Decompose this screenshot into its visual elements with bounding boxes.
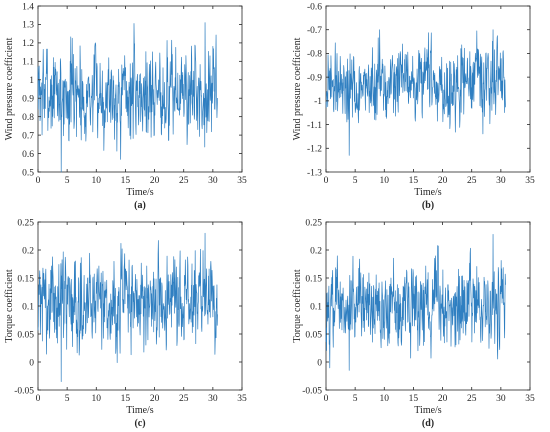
x-tick-label: 20: [438, 394, 448, 404]
y-tick-label: 0.7: [22, 131, 34, 141]
y-tick-label: 0.9: [22, 95, 34, 105]
y-tick-label: 1.2: [22, 39, 34, 49]
x-tick-label: 5: [353, 394, 358, 404]
y-tick-label: -0.6: [307, 2, 322, 12]
x-tick-label: 30: [208, 176, 218, 186]
panel-label: (c): [134, 418, 145, 429]
x-tick-label: 25: [467, 176, 477, 186]
x-tick-label: 10: [380, 394, 390, 404]
panel-a: 0 5 10 15 20 25 30 35 0.5 0.6 0.7 0.8 0.9 1 1.1 1.2 1.3 1…: [4, 2, 247, 211]
x-tick-label: 10: [92, 394, 102, 404]
y-tick-label: 0.5: [22, 168, 34, 178]
y-tick-label: 0: [29, 358, 34, 368]
x-tick-label: 20: [150, 394, 160, 404]
x-tick-label: 35: [237, 394, 247, 404]
x-tick-label: 5: [65, 176, 70, 186]
y-tick-label: 1.4: [22, 2, 34, 12]
y-tick-label: 0.1: [22, 302, 34, 312]
y-tick-label: 1.1: [22, 58, 34, 68]
y-tick-label: -1.3: [307, 168, 322, 178]
y-tick-label: 0.15: [17, 274, 34, 284]
y-tick-label: 0.2: [22, 246, 34, 256]
y-tick-label: 0.8: [22, 113, 34, 123]
y-tick-label: 0.25: [305, 218, 322, 228]
x-tick-label: 0: [36, 176, 41, 186]
series-line: [37, 232, 218, 382]
x-tick-label: 15: [409, 176, 419, 186]
x-tick-label: 5: [65, 394, 70, 404]
x-tick-label: 25: [179, 394, 189, 404]
series-line: [37, 22, 218, 173]
x-tick-label: 35: [237, 176, 247, 186]
series-line: [325, 233, 506, 371]
y-tick-label: 0.1: [310, 302, 322, 312]
x-tick-label: 30: [496, 176, 506, 186]
y-tick-label: -0.05: [14, 386, 34, 396]
x-tick-label: 10: [92, 176, 102, 186]
x-tick-label: 0: [36, 394, 41, 404]
y-axis-label: Torque coefficient: [292, 269, 303, 342]
x-tick-label: 15: [409, 394, 419, 404]
panel-label: (a): [134, 200, 146, 211]
plot-area: [37, 221, 243, 391]
x-tick-label: 25: [467, 394, 477, 404]
x-axis-label: Time/s: [414, 405, 442, 416]
x-tick-label: 25: [179, 176, 189, 186]
y-tick-label: 0.6: [22, 150, 34, 160]
y-axis-label: Torque coefficient: [4, 269, 15, 342]
x-tick-label: 30: [208, 394, 218, 404]
y-tick-label: 0.05: [17, 330, 34, 340]
series-line: [325, 29, 506, 156]
y-tick-label: -0.9: [307, 73, 322, 83]
y-tick-label: 0.25: [17, 218, 34, 228]
y-tick-label: 1: [29, 76, 34, 86]
y-axis-label: Wind pressure coefficient: [4, 37, 15, 140]
panel-c: 0 5 10 15 20 25 30 35-0.0500.050.10.150.20.25Ti…: [4, 218, 247, 429]
x-tick-label: 0: [324, 394, 329, 404]
y-tick-label: 0.2: [310, 246, 322, 256]
x-tick-label: 35: [525, 176, 535, 186]
y-tick-label: 0.15: [305, 274, 322, 284]
x-axis-label: Time/s: [126, 405, 154, 416]
x-axis-label: Time/s: [126, 187, 154, 198]
y-tick-label: 1.3: [22, 21, 34, 31]
panel-label: (d): [422, 418, 434, 429]
x-tick-label: 0: [324, 176, 329, 186]
x-tick-label: 10: [380, 176, 390, 186]
y-tick-label: -0.05: [302, 386, 322, 396]
y-tick-label: 0.05: [305, 330, 322, 340]
panel-d: 0 5 10 15 20 25 30 35-0.0500.050.10.150.20.25Ti…: [292, 218, 535, 429]
x-tick-label: 20: [438, 176, 448, 186]
y-tick-label: -1: [314, 97, 322, 107]
x-tick-label: 15: [121, 176, 131, 186]
x-tick-label: 35: [525, 394, 535, 404]
y-tick-label: -0.8: [307, 50, 322, 60]
y-axis-label: Wind pressure coefficient: [292, 37, 303, 140]
x-tick-label: 20: [150, 176, 160, 186]
x-tick-label: 30: [496, 394, 506, 404]
x-tick-label: 5: [353, 176, 358, 186]
y-tick-label: 0: [317, 358, 322, 368]
y-tick-label: -1.2: [307, 145, 322, 155]
y-tick-label: -1.1: [307, 121, 322, 131]
x-axis-label: Time/s: [414, 187, 442, 198]
x-tick-label: 15: [121, 394, 131, 404]
y-tick-label: -0.7: [307, 26, 322, 36]
panel-label: (b): [422, 200, 434, 211]
panel-b: 0 5 10 15 20 25 30 35 -1.3 -1.2 -1.1 -1 -0.9 -0.8 -0.7…: [292, 2, 535, 211]
